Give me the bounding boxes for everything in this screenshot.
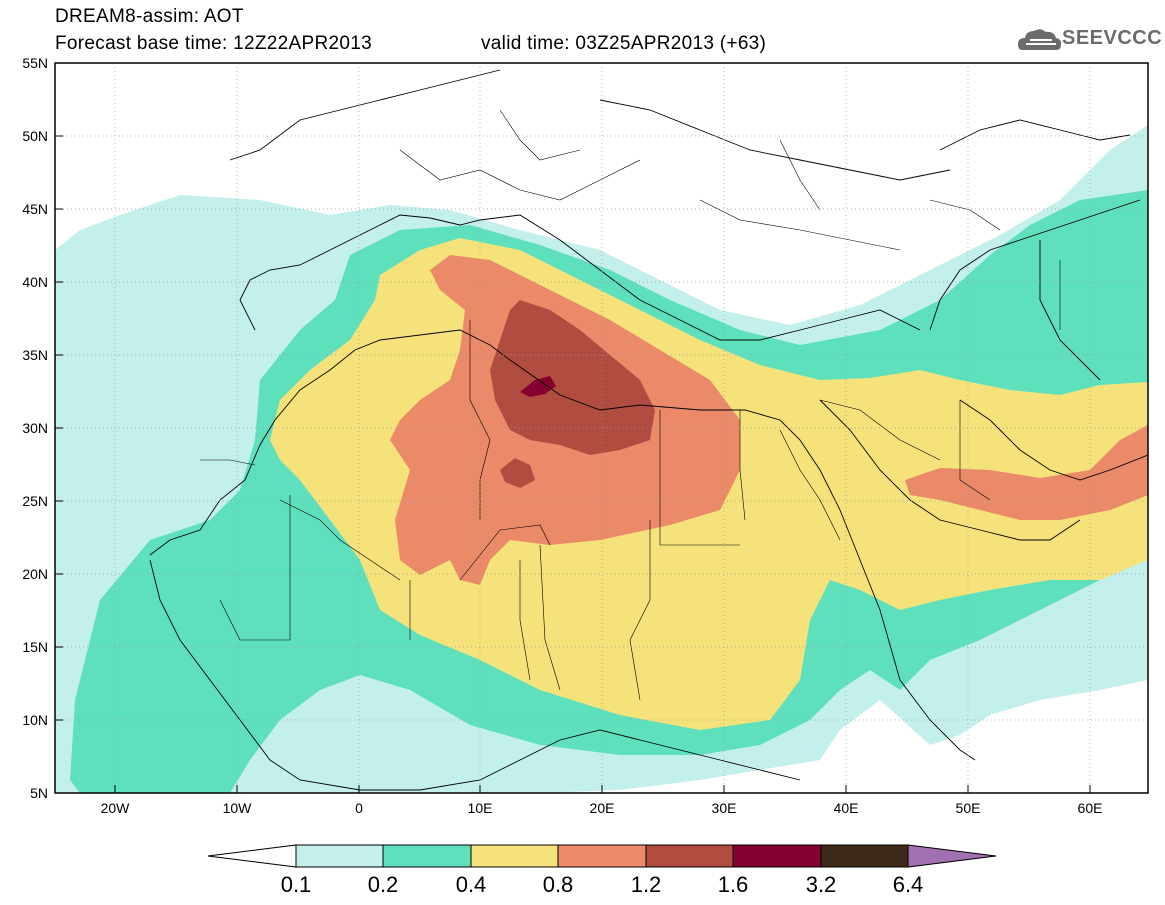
colorbar-swatch-6 [820, 844, 909, 868]
colorbar [207, 844, 997, 868]
lat-label: 55N [22, 55, 48, 71]
lat-label: 45N [22, 201, 48, 217]
colorbar-label: 1.2 [630, 872, 662, 897]
colorbar-label: 0.1 [280, 872, 312, 897]
colorbar-label: 0.8 [542, 872, 574, 897]
lon-label: 0 [355, 800, 363, 816]
forecast-base-time: Forecast base time: 12Z22APR2013 [55, 33, 372, 54]
colorbar-label: 0.4 [455, 872, 487, 897]
aot-contour-1.2 [490, 300, 655, 488]
map-title: DREAM8-assim: AOT [55, 6, 244, 27]
lon-label: 30E [711, 800, 737, 816]
country-borders [200, 109, 1061, 701]
coastlines [149, 69, 1148, 791]
aot-contour-1.6 [520, 376, 556, 397]
colorbar-swatch-4 [645, 844, 734, 868]
lat-label: 40N [22, 274, 48, 290]
colorbar-swatch-1 [382, 844, 472, 868]
lon-label: 50E [955, 800, 981, 816]
lat-label: 30N [22, 420, 48, 436]
logo-text: SEEVCCC [1062, 27, 1163, 49]
colorbar-label: 6.4 [892, 872, 924, 897]
lon-label: 10W [222, 800, 252, 816]
colorbar-swatch-3 [557, 844, 647, 868]
lat-label: 10N [22, 712, 48, 728]
lon-label: 10E [467, 800, 493, 816]
colorbar-label: 3.2 [805, 872, 837, 897]
colorbar-swatch-0 [295, 844, 384, 868]
lon-label: 20W [100, 800, 130, 816]
colorbar-swatch-2 [470, 844, 559, 868]
colorbar-arrow-right [907, 844, 997, 868]
lat-label: 25N [22, 493, 48, 509]
lon-label: 40E [833, 800, 859, 816]
cloud-icon [1018, 29, 1062, 50]
lat-label: 15N [22, 639, 48, 655]
colorbar-arrow-left [207, 844, 297, 868]
lat-label: 5N [30, 785, 48, 801]
valid-time: valid time: 03Z25APR2013 (+63) [481, 33, 767, 54]
lat-lon-grid [55, 63, 1148, 793]
lat-label: 35N [22, 347, 48, 363]
colorbar-label: 1.6 [717, 872, 749, 897]
lon-label: 20E [589, 800, 615, 816]
colorbar-swatch-5 [732, 844, 822, 868]
colorbar-label: 0.2 [367, 872, 399, 897]
lon-label: 60E [1077, 800, 1103, 816]
lat-label: 20N [22, 566, 48, 582]
lat-label: 50N [22, 128, 48, 144]
